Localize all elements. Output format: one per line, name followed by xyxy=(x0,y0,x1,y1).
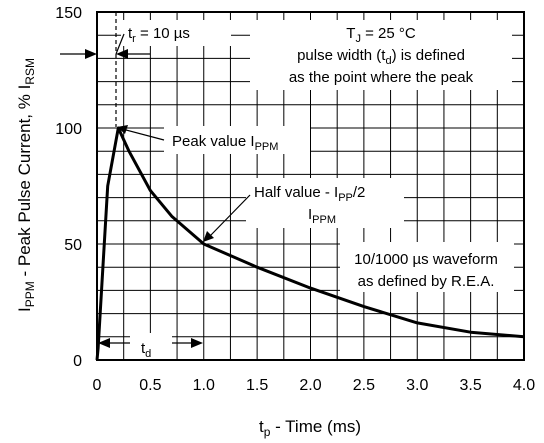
x-tick-label: 1.0 xyxy=(193,377,215,394)
plot-frame xyxy=(96,11,525,361)
peak-arrow-head xyxy=(117,125,128,134)
rise-time-marker xyxy=(60,12,150,127)
x-tick-label: 2.5 xyxy=(353,377,375,394)
tr-label: tr = 10 µs xyxy=(128,25,190,45)
td-right-head xyxy=(191,338,203,348)
tr-leader-line xyxy=(115,33,125,55)
half-value-label: Half value - IPP/2 xyxy=(254,184,365,204)
x-tick-label: 4.0 xyxy=(513,377,535,394)
waveform-curve xyxy=(95,126,525,361)
waveform-line1: 10/1000 µs waveform xyxy=(354,251,498,268)
x-tick-label: 3.0 xyxy=(406,377,428,394)
waveform-line2: as defined by R.E.A. xyxy=(358,273,495,290)
annotation-arrows xyxy=(117,125,251,242)
pulse-width-line1: pulse width (td) is defined xyxy=(297,47,465,67)
left-arrow-head xyxy=(85,49,97,59)
pulse-width-line2: as the point where the peak xyxy=(289,69,474,86)
annotation-backgrounds xyxy=(121,20,514,363)
x-tick-label: 2.0 xyxy=(299,377,321,394)
right-arrow-head xyxy=(116,49,128,59)
y-tick-label: 50 xyxy=(64,237,82,254)
td-left-head xyxy=(98,338,110,348)
y-tick-label: 100 xyxy=(55,121,82,138)
x-tick-label: 0 xyxy=(93,377,102,394)
x-tick-label: 3.5 xyxy=(460,377,482,394)
y-tick-label: 150 xyxy=(55,5,82,22)
peak-label: Peak value IPPM xyxy=(172,133,278,153)
peak-arrow-line xyxy=(125,129,165,141)
half-arrow-line xyxy=(209,194,251,237)
y-axis-label: IPPM - Peak Pulse Current, % IRSM xyxy=(15,58,37,312)
y-tick-labels: 0 50 100 150 xyxy=(55,5,82,370)
td-marker xyxy=(98,338,203,348)
half-arrow-head xyxy=(203,231,214,242)
x-tick-label: 1.5 xyxy=(246,377,268,394)
tj-label: TJ = 25 °C xyxy=(346,25,416,45)
x-axis-label: tp - Time (ms) xyxy=(259,417,361,439)
td-label: td xyxy=(141,340,151,360)
x-tick-label: 0.5 xyxy=(139,377,161,394)
y-tick-label: 0 xyxy=(73,353,82,370)
x-tick-labels: 0 0.5 1.0 1.5 2.0 2.5 3.0 3.5 4.0 xyxy=(93,377,536,394)
